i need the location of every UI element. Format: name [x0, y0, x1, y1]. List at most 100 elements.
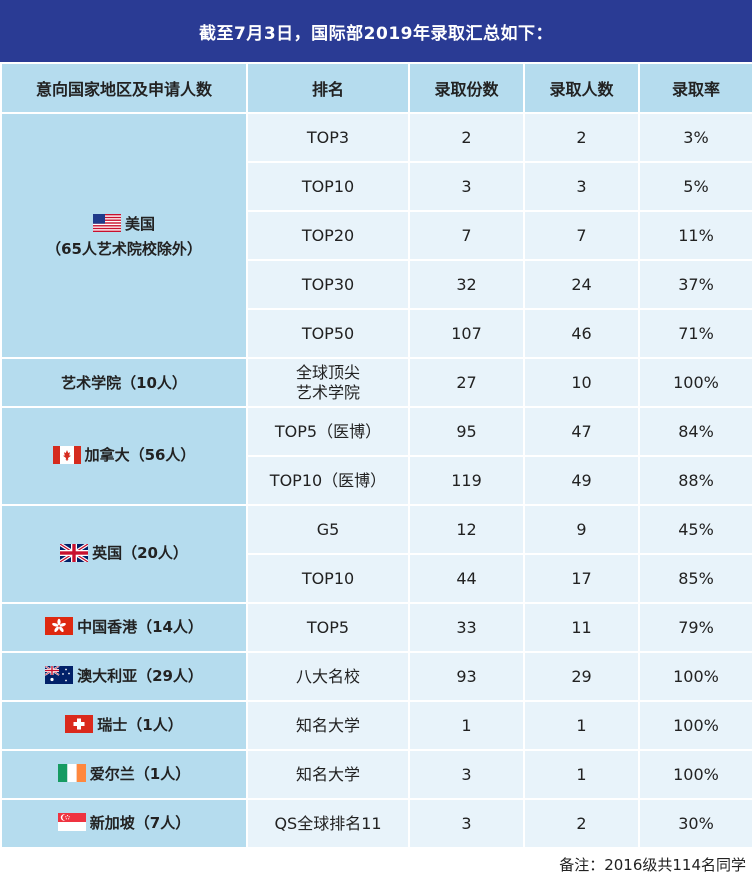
region-cell-canada: 加拿大（56人） [2, 408, 246, 504]
region-name-hongkong: 中国香港（14人） [77, 617, 203, 636]
offers-cell: 27 [410, 359, 523, 406]
australia-flag-icon [45, 666, 74, 685]
admitted-cell: 46 [525, 310, 638, 357]
region-cell-australia: 澳大利亚（29人） [2, 653, 246, 700]
offers-cell: 3 [410, 800, 523, 847]
table-row: TOP10 44 17 85% [2, 555, 752, 602]
rate-cell: 3% [640, 114, 752, 161]
admission-table-container: 意向国家地区及申请人数 排名 录取份数 录取人数 录取率 [0, 62, 752, 847]
rank-cell: TOP3 [248, 114, 408, 161]
admitted-cell: 1 [525, 702, 638, 749]
region-name-australia: 澳大利亚（29人） [77, 666, 203, 685]
hongkong-flag-icon [45, 617, 74, 636]
offers-cell: 107 [410, 310, 523, 357]
admitted-cell: 49 [525, 457, 638, 504]
table-row: TOP20 7 7 11% [2, 212, 752, 259]
offers-cell: 12 [410, 506, 523, 553]
table-row: 艺术学院（10人） 全球顶尖 艺术学院 27 10 100% [2, 359, 752, 406]
footnote: 备注：2016级共114名同学 [559, 856, 746, 874]
rate-cell: 100% [640, 359, 752, 406]
admitted-cell: 29 [525, 653, 638, 700]
table-row: 爱尔兰（1人） 知名大学 3 1 100% [2, 751, 752, 798]
rank-cell: TOP20 [248, 212, 408, 259]
rank-cell: 全球顶尖 艺术学院 [248, 359, 408, 406]
region-name-canada: 加拿大（56人） [84, 446, 196, 465]
rank-line: 艺术学院 [295, 382, 360, 402]
offers-cell: 44 [410, 555, 523, 602]
rate-cell: 100% [640, 751, 752, 798]
region-name-switzerland: 瑞士（1人） [97, 715, 183, 734]
column-header-rank: 排名 [248, 64, 408, 112]
table-row: TOP10 3 3 5% [2, 163, 752, 210]
region-name-ireland: 爱尔兰（1人） [89, 764, 191, 783]
admitted-cell: 7 [525, 212, 638, 259]
rate-cell: 100% [640, 653, 752, 700]
region-cell-uk: 英国（20人） [2, 506, 246, 602]
rank-cell: 知名大学 [248, 702, 408, 749]
admitted-cell: 24 [525, 261, 638, 308]
region-cell-hongkong: 中国香港（14人） [2, 604, 246, 651]
column-header-rate: 录取率 [640, 64, 752, 112]
admitted-cell: 11 [525, 604, 638, 651]
admitted-cell: 3 [525, 163, 638, 210]
rank-cell: TOP10 [248, 555, 408, 602]
table-row: 新加坡（7人） QS全球排名11 3 2 30% [2, 800, 752, 847]
rank-cell: 知名大学 [248, 751, 408, 798]
offers-cell: 2 [410, 114, 523, 161]
table-row: TOP50 107 46 71% [2, 310, 752, 357]
offers-cell: 3 [410, 751, 523, 798]
admitted-cell: 9 [525, 506, 638, 553]
offers-cell: 93 [410, 653, 523, 700]
canada-flag-icon [52, 445, 81, 464]
region-cell-switzerland: 瑞士（1人） [2, 702, 246, 749]
rank-cell: G5 [248, 506, 408, 553]
offers-cell: 119 [410, 457, 523, 504]
region-cell-art-schools: 艺术学院（10人） [2, 359, 246, 406]
table-header-row: 意向国家地区及申请人数 排名 录取份数 录取人数 录取率 [2, 64, 752, 112]
rank-cell: TOP5（医博） [248, 408, 408, 455]
rank-cell: TOP30 [248, 261, 408, 308]
uk-flag-icon [60, 543, 89, 562]
rank-cell: TOP5 [248, 604, 408, 651]
table-row: TOP10（医博） 119 49 88% [2, 457, 752, 504]
rate-cell: 88% [640, 457, 752, 504]
table-row: 英国（20人） G5 12 9 45% [2, 506, 752, 602]
region-name-art-schools: 艺术学院（10人） [61, 374, 187, 392]
region-cell-usa: 美国 （65人艺术院校除外） [2, 114, 246, 357]
rank-cell: TOP10 [248, 163, 408, 210]
column-header-admitted: 录取人数 [525, 64, 638, 112]
region-note-usa: （65人艺术院校除外） [46, 239, 202, 258]
region-name-usa: 美国 [124, 214, 155, 233]
switzerland-flag-icon [65, 715, 94, 734]
region-name-uk: 英国（20人） [92, 544, 188, 563]
offers-cell: 3 [410, 163, 523, 210]
singapore-flag-icon [57, 813, 86, 832]
ireland-flag-icon [57, 764, 86, 783]
admitted-cell: 47 [525, 408, 638, 455]
admitted-cell: 1 [525, 751, 638, 798]
table-row: 美国 （65人艺术院校除外） TOP3 2 2 3% [2, 114, 752, 357]
region-name-singapore: 新加坡（7人） [89, 813, 191, 832]
offers-cell: 32 [410, 261, 523, 308]
rank-cell: TOP10（医博） [248, 457, 408, 504]
column-header-region: 意向国家地区及申请人数 [2, 64, 246, 112]
rate-cell: 100% [640, 702, 752, 749]
table-row: 中国香港（14人） TOP5 33 11 79% [2, 604, 752, 651]
rank-line: 全球顶尖 [295, 362, 360, 382]
rank-cell: TOP50 [248, 310, 408, 357]
rate-cell: 45% [640, 506, 752, 553]
rate-cell: 71% [640, 310, 752, 357]
offers-cell: 7 [410, 212, 523, 259]
offers-cell: 33 [410, 604, 523, 651]
rate-cell: 37% [640, 261, 752, 308]
rate-cell: 84% [640, 408, 752, 455]
admission-table: 意向国家地区及申请人数 排名 录取份数 录取人数 录取率 [0, 62, 752, 849]
offers-cell: 95 [410, 408, 523, 455]
table-row: 澳大利亚（29人） 八大名校 93 29 100% [2, 653, 752, 700]
table-row: 加拿大（56人） TOP5（医博） 95 47 84% [2, 408, 752, 504]
rank-cell: 八大名校 [248, 653, 408, 700]
rate-cell: 85% [640, 555, 752, 602]
us-flag-icon [92, 214, 121, 232]
admitted-cell: 2 [525, 114, 638, 161]
admitted-cell: 17 [525, 555, 638, 602]
